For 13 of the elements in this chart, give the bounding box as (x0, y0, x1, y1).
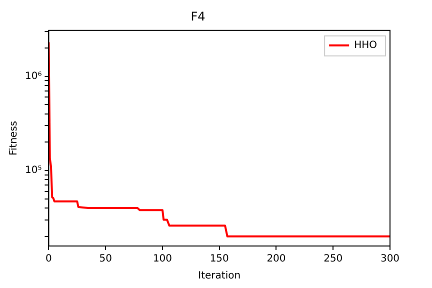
x-tick-label: 150 (210, 254, 229, 265)
chart-title: F4 (190, 9, 206, 24)
x-tick-label: 50 (99, 254, 112, 265)
x-tick-label: 200 (266, 254, 286, 265)
y-axis-title: Fitness (8, 120, 20, 156)
y-tick-label: 10⁶ (25, 70, 42, 82)
x-axis-title: Iteration (198, 270, 241, 282)
x-tick-label: 0 (46, 254, 52, 265)
x-tick-label: 100 (152, 254, 172, 265)
x-tick-label: 250 (324, 254, 343, 265)
x-tick-label: 300 (380, 254, 400, 265)
legend-label: HHO (354, 40, 378, 51)
y-tick-label: 10⁵ (25, 165, 42, 176)
